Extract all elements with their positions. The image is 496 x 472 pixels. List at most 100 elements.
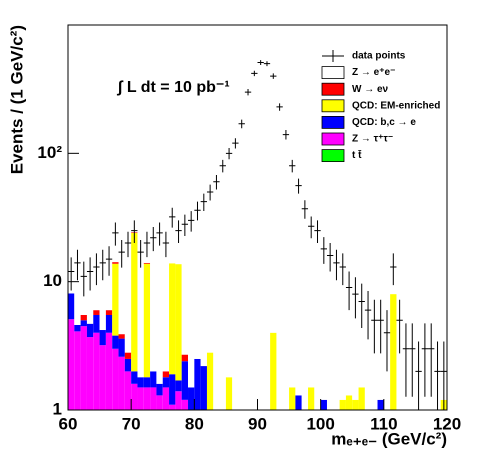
bar-segment bbox=[371, 332, 378, 410]
data-point bbox=[251, 70, 258, 77]
bar-segment bbox=[162, 377, 170, 388]
legend-label: QCD: EM-enriched bbox=[352, 100, 440, 111]
data-point bbox=[320, 237, 327, 264]
data-point bbox=[93, 253, 100, 286]
bar-segment bbox=[86, 283, 94, 324]
data-point bbox=[194, 201, 201, 221]
bar-segment bbox=[213, 183, 220, 410]
bar-segment bbox=[80, 284, 87, 315]
bar-segment bbox=[68, 293, 75, 320]
bar-segment bbox=[364, 320, 372, 410]
bar-segment bbox=[175, 380, 182, 392]
bar-segment bbox=[68, 319, 75, 410]
legend-swatch bbox=[321, 82, 345, 96]
data-point bbox=[131, 220, 138, 244]
bar-segment bbox=[150, 387, 157, 410]
data-point bbox=[137, 239, 144, 268]
data-point bbox=[200, 193, 207, 212]
bar-segment bbox=[74, 278, 81, 325]
bar-segment bbox=[276, 108, 283, 411]
bar-segment bbox=[112, 335, 119, 349]
bar-segment bbox=[175, 233, 182, 265]
data-point bbox=[105, 246, 113, 276]
data-point bbox=[232, 138, 239, 149]
bar-segment bbox=[308, 227, 315, 388]
bar-segment bbox=[86, 323, 94, 338]
data-point bbox=[396, 299, 403, 354]
bar-segment bbox=[143, 263, 151, 378]
bar-segment bbox=[352, 399, 359, 410]
bar-segment bbox=[137, 272, 144, 378]
bar-segment bbox=[169, 224, 176, 264]
bar-segment bbox=[225, 153, 233, 378]
bar-segment bbox=[118, 338, 125, 357]
bar-segment bbox=[206, 194, 214, 353]
bar-segment bbox=[169, 263, 176, 375]
bar-segment bbox=[358, 297, 365, 388]
bar-segment bbox=[124, 358, 132, 372]
bar-segment bbox=[320, 399, 327, 410]
data-point bbox=[124, 231, 132, 258]
bar-segment bbox=[112, 348, 119, 410]
bar-segment bbox=[289, 387, 296, 410]
bar-segment bbox=[80, 326, 87, 410]
data-point bbox=[308, 216, 315, 239]
bar-segment bbox=[200, 366, 207, 410]
legend-swatch bbox=[321, 99, 345, 113]
bar-segment bbox=[200, 204, 207, 367]
bar-segment bbox=[314, 237, 321, 410]
data-point bbox=[301, 200, 309, 219]
bar-segment bbox=[105, 271, 113, 311]
bar-segment bbox=[238, 125, 245, 410]
legend-label: t t̄ bbox=[352, 149, 362, 161]
bar-segment bbox=[206, 352, 214, 410]
data-point bbox=[428, 323, 435, 397]
bar-segment bbox=[295, 186, 302, 396]
data-point bbox=[156, 222, 163, 246]
bar-segment bbox=[181, 399, 189, 410]
bar-segment bbox=[156, 256, 163, 384]
bar-segment bbox=[308, 387, 315, 410]
data-point bbox=[74, 249, 81, 281]
bar-segment bbox=[150, 371, 157, 388]
bar-segment bbox=[377, 399, 384, 410]
data-point bbox=[326, 243, 334, 272]
bar-segment bbox=[143, 377, 151, 388]
data-point bbox=[415, 341, 422, 410]
bar-segment bbox=[143, 262, 151, 264]
x-tick-label: 70 bbox=[122, 414, 141, 433]
bar-segment bbox=[188, 239, 195, 388]
bar-segment bbox=[301, 211, 309, 410]
data-point bbox=[244, 88, 252, 96]
data-point bbox=[175, 220, 182, 244]
bar-segment bbox=[93, 276, 100, 311]
bar-segment bbox=[282, 135, 290, 410]
bar-segment bbox=[345, 285, 353, 396]
bar-segment bbox=[93, 314, 100, 333]
bar-segment bbox=[339, 270, 346, 400]
bar-segment bbox=[162, 387, 170, 410]
data-point bbox=[333, 249, 340, 281]
data-point bbox=[434, 341, 441, 410]
bar-segment bbox=[105, 314, 113, 333]
bar-segment bbox=[156, 383, 163, 396]
annotation: ∫ L dt = 10 pb⁻¹ bbox=[116, 79, 230, 96]
bar-segment bbox=[150, 255, 157, 372]
data-point bbox=[86, 257, 94, 291]
bar-segment bbox=[225, 377, 233, 410]
y-tick-label: 10² bbox=[37, 143, 62, 162]
bar-segment bbox=[270, 76, 277, 333]
bar-segment bbox=[320, 251, 327, 400]
x-tick-label: 100 bbox=[306, 414, 334, 433]
bar-segment bbox=[105, 332, 113, 410]
bar-segment bbox=[326, 259, 334, 410]
data-point bbox=[213, 175, 220, 190]
data-point bbox=[219, 159, 226, 173]
bar-segment bbox=[358, 387, 365, 410]
bar-segment bbox=[188, 387, 195, 410]
bar-segment bbox=[124, 352, 132, 359]
bar-segment bbox=[131, 383, 138, 410]
bar-segment bbox=[80, 320, 87, 327]
bar-segment bbox=[162, 262, 170, 372]
legend-label: data points bbox=[352, 51, 406, 62]
